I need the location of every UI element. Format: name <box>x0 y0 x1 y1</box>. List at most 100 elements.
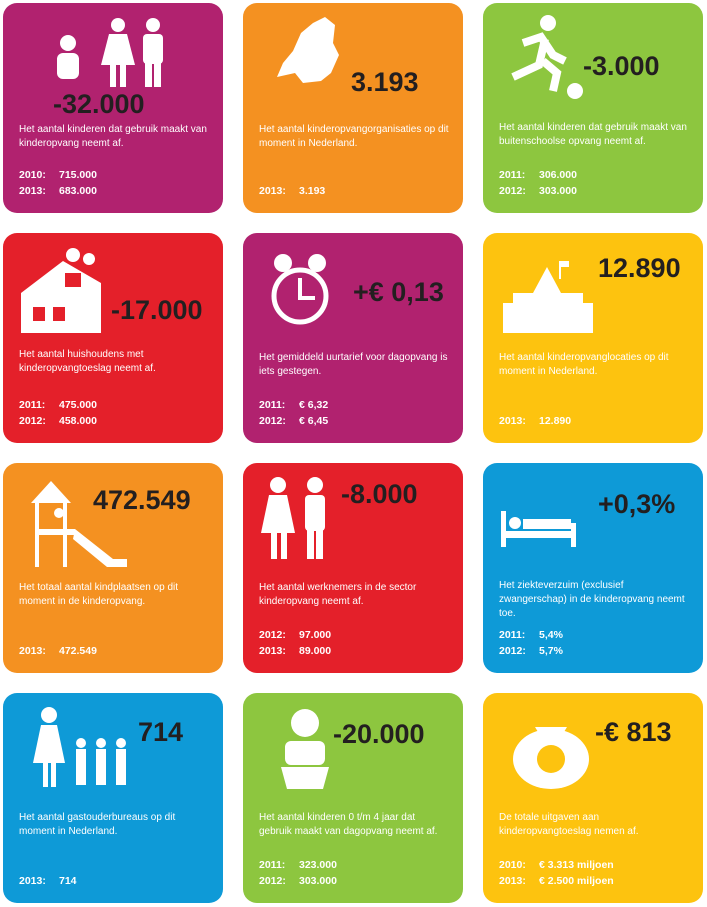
data-row: 2012: 458.000 <box>19 415 97 427</box>
description: De totale uitgaven aan kinderopvangtoesl… <box>499 812 639 837</box>
icon <box>76 749 86 785</box>
icon <box>143 34 163 64</box>
icon <box>501 531 575 538</box>
row-label: 2012: <box>259 415 286 427</box>
row-label: 2013: <box>19 875 46 887</box>
icon <box>307 477 323 493</box>
row-value: 306.000 <box>539 169 577 181</box>
icon <box>33 725 65 763</box>
icon <box>65 273 81 287</box>
row-label: 2011: <box>19 399 46 411</box>
icon <box>73 529 127 567</box>
row-value: 303.000 <box>299 875 337 887</box>
data-row: 2012: 5,7% <box>499 645 563 657</box>
icon <box>298 278 315 300</box>
icon <box>573 303 593 333</box>
row-value: € 2.500 miljoen <box>539 875 614 887</box>
stat-tile: -17.000 Het aantal huishoudens met kinder… <box>3 233 223 443</box>
row-value: 472.549 <box>59 645 97 657</box>
icon <box>96 749 106 785</box>
row-label: 2013: <box>499 875 526 887</box>
stat-tile: -3.000 Het aantal kinderen dat gebruik ma… <box>483 3 703 213</box>
icon <box>270 477 286 493</box>
row-label: 2010: <box>499 859 526 871</box>
icon <box>567 83 583 99</box>
figure: 472.549 <box>93 485 191 515</box>
icon <box>537 745 565 773</box>
icon <box>54 508 64 518</box>
row-label: 2013: <box>259 185 286 197</box>
icon <box>523 519 571 529</box>
data-row: 2013: 683.000 <box>19 185 97 197</box>
row-value: € 3.313 miljoen <box>539 859 614 871</box>
icon <box>513 727 589 789</box>
icon <box>33 707 126 787</box>
row-label: 2011: <box>259 399 286 411</box>
row-value: 97.000 <box>299 629 332 641</box>
icon <box>76 738 86 748</box>
icon <box>271 531 277 559</box>
icon <box>53 307 65 321</box>
icon <box>21 248 101 333</box>
row-label: 2012: <box>499 645 526 657</box>
data-row: 2012: 97.000 <box>259 629 331 641</box>
icon <box>43 761 48 787</box>
figure: -3.000 <box>583 51 660 81</box>
row-label: 2012: <box>259 629 286 641</box>
icon <box>57 53 79 79</box>
icon <box>261 495 295 533</box>
icon <box>501 511 506 547</box>
description: Het aantal kinderopvangorganisaties op d… <box>259 124 449 149</box>
icon <box>35 529 75 535</box>
figure: 714 <box>138 717 184 747</box>
icon <box>540 15 556 31</box>
data-row: 2013: 12.890 <box>499 415 571 427</box>
icon <box>111 18 125 32</box>
stat-tile: -32.000 Het aantal kinderen dat gebruik m… <box>3 3 223 213</box>
icon <box>33 307 45 321</box>
description: Het totaal aantal kindplaatsen op dit mo… <box>19 582 178 607</box>
icon <box>116 749 126 785</box>
icon <box>120 63 126 87</box>
icon <box>101 34 135 65</box>
row-value: 714 <box>59 875 77 887</box>
row-label: 2011: <box>499 629 526 641</box>
icon <box>513 293 583 333</box>
data-row: 2012: 303.000 <box>259 875 337 887</box>
row-value: 303.000 <box>539 185 577 197</box>
icon <box>509 517 521 529</box>
row-label: 2013: <box>499 415 526 427</box>
row-label: 2012: <box>259 875 286 887</box>
description: Het ziekteverzuim (exclusief zwangerscha… <box>499 580 685 619</box>
row-label: 2010: <box>19 169 46 181</box>
stat-tile: -20.000 Het aantal kinderen 0 t/m 4 jaar … <box>243 693 463 903</box>
row-value: 5,7% <box>539 645 563 657</box>
stat-tile: 714 Het aantal gastouderbureaus op dit mo… <box>3 693 223 903</box>
icon <box>281 767 329 789</box>
description: Het aantal kinderen dat gebruik maakt va… <box>19 124 207 149</box>
icon <box>31 481 71 503</box>
icon <box>31 481 127 567</box>
stat-tile: +0,3% Het ziekteverzuim (exclusief zwange… <box>483 463 703 673</box>
row-label: 2013: <box>259 645 286 657</box>
stat-tile: 472.549 Het totaal aantal kindplaatsen op… <box>3 463 223 673</box>
data-row: 2011: 306.000 <box>499 169 577 181</box>
icon <box>110 63 116 87</box>
figure: -17.000 <box>111 295 203 325</box>
icon <box>66 248 80 262</box>
icon <box>503 261 593 333</box>
data-row: 2011: 475.000 <box>19 399 97 411</box>
figure: +0,3% <box>598 489 676 519</box>
description: Het aantal kinderen dat gebruik maakt va… <box>499 122 687 147</box>
icon <box>57 18 163 87</box>
row-value: 715.000 <box>59 169 97 181</box>
icon <box>511 38 549 81</box>
icon <box>60 35 76 51</box>
icon <box>145 61 152 87</box>
data-row: 2013: 714 <box>19 875 77 887</box>
stat-tile: 12.890 Het aantal kinderopvanglocaties op… <box>483 233 703 443</box>
icon <box>291 709 319 737</box>
icon <box>21 261 101 333</box>
description: Het aantal kinderopvanglocaties op dit m… <box>499 352 669 377</box>
